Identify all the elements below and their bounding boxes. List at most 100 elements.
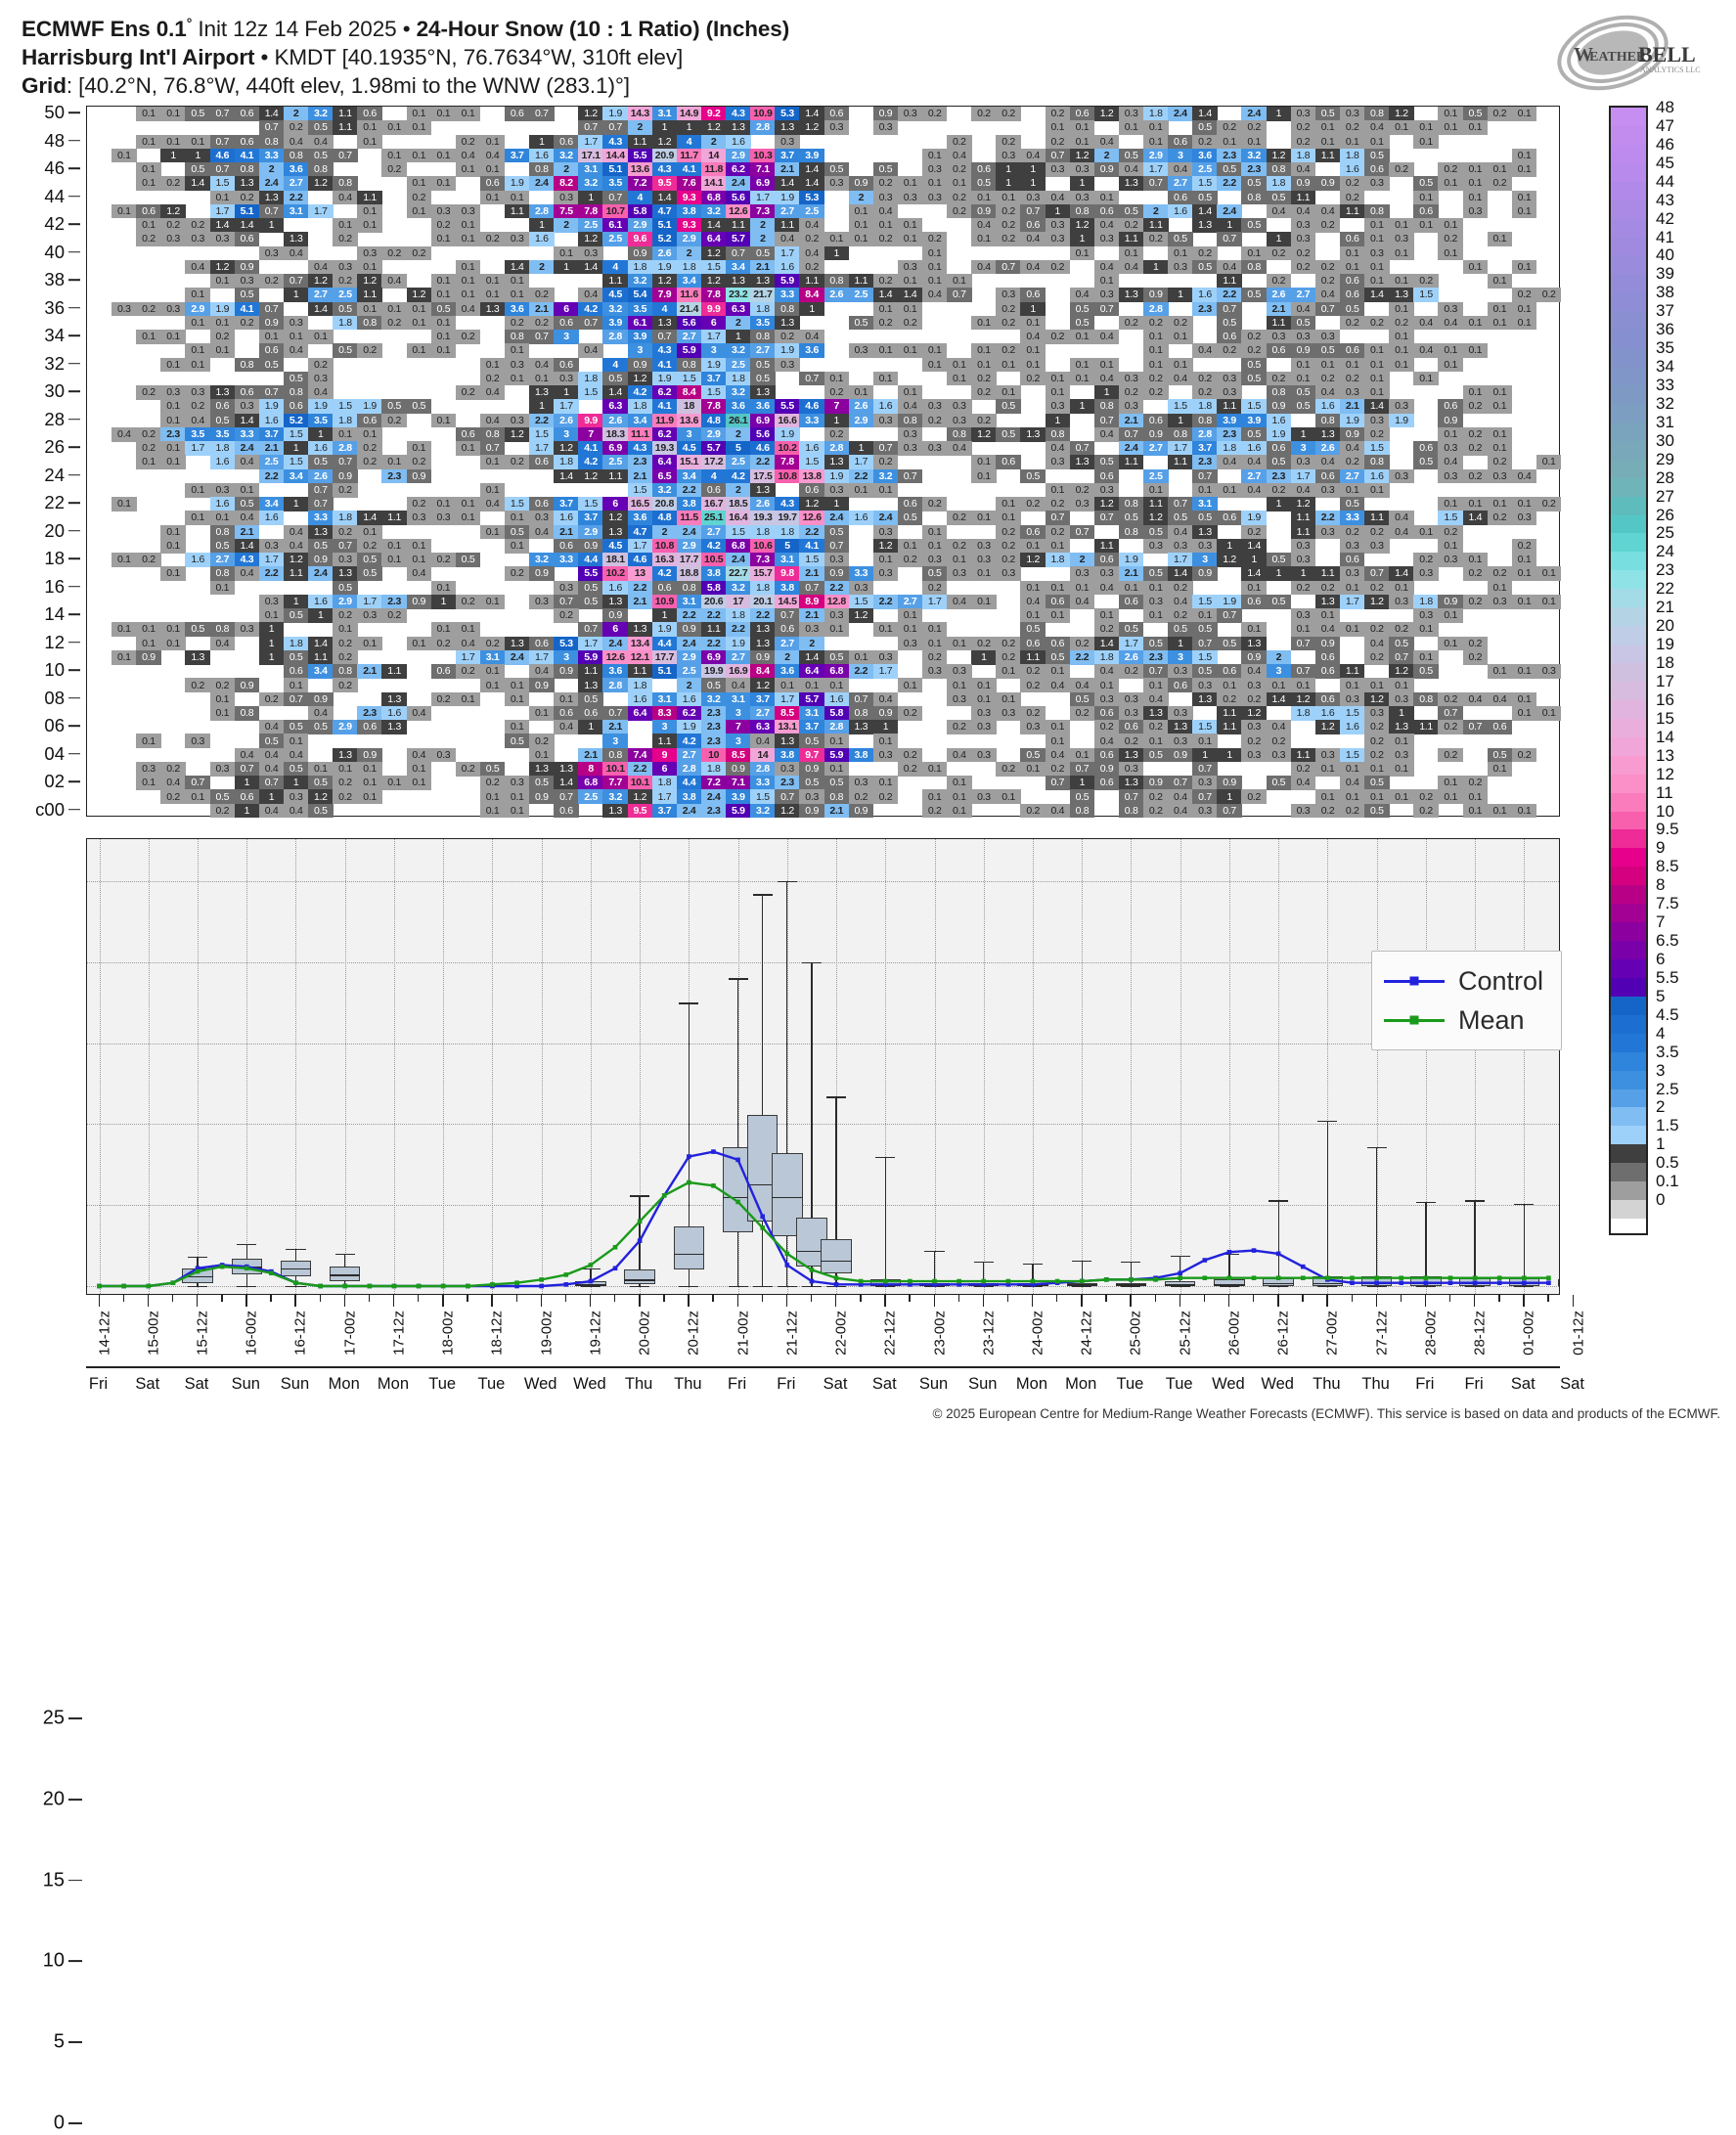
heatmap-cell: 1.1 bbox=[700, 622, 727, 638]
colorbar-tick-label: 6.5 bbox=[1656, 931, 1679, 951]
heatmap-cell: 0.2 bbox=[381, 245, 407, 261]
colorbar-tick-label: 3.5 bbox=[1656, 1042, 1679, 1061]
heatmap-cell: 2.2 bbox=[1069, 649, 1095, 665]
heatmap-cell: 0.2 bbox=[1438, 747, 1463, 763]
heatmap-cell: 0.1 bbox=[1020, 580, 1046, 596]
x-axis-label: 24-12z bbox=[1078, 1311, 1095, 1356]
heatmap-cell: 0.9 bbox=[1168, 747, 1193, 763]
heatmap-cell: 2.3 bbox=[1266, 468, 1292, 484]
heatmap-cell: 0.9 bbox=[872, 705, 899, 721]
heatmap-cell: 0.7 bbox=[258, 203, 285, 219]
heatmap-cell: 0.8 bbox=[947, 426, 972, 442]
heatmap-cell: 0.4 bbox=[1241, 664, 1267, 679]
heatmap-cell: 12.6 bbox=[602, 649, 628, 665]
heatmap-cell: 0.6 bbox=[1413, 441, 1439, 456]
heatmap-cell: 0.9 bbox=[1314, 636, 1341, 651]
heatmap-cell: 0.1 bbox=[921, 789, 948, 805]
heatmap-cell: 0.3 bbox=[1438, 468, 1463, 484]
heatmap-y-tick bbox=[68, 585, 80, 588]
boxplot-gridline-v bbox=[492, 839, 494, 1294]
x-axis-day-label: Mon bbox=[1015, 1375, 1048, 1393]
heatmap-cell: 0.5 bbox=[283, 371, 309, 386]
x-axis-tick bbox=[147, 1295, 150, 1307]
x-axis-tick bbox=[639, 1295, 641, 1307]
heatmap-cell: 1.4 bbox=[185, 176, 210, 191]
heatmap-cell: 0.8 bbox=[1118, 803, 1144, 819]
heatmap-cell: 1.4 bbox=[357, 511, 382, 526]
heatmap-cell: 0.2 bbox=[1020, 705, 1046, 721]
heatmap-cell: 0.7 bbox=[1217, 232, 1242, 246]
ensemble-boxplot-panel[interactable] bbox=[86, 838, 1560, 1295]
heatmap-cell: 2 bbox=[700, 134, 727, 150]
heatmap-cell: 1.4 bbox=[1462, 511, 1489, 526]
heatmap-cell: 1.5 bbox=[333, 399, 358, 414]
heatmap-cell: 0.3 bbox=[996, 705, 1021, 721]
heatmap-cell: 1.8 bbox=[726, 371, 751, 386]
heatmap-cell: 0.2 bbox=[996, 232, 1021, 246]
heatmap-cell: 0.8 bbox=[1093, 399, 1120, 414]
colorbar-tick-label: 36 bbox=[1656, 320, 1674, 339]
heatmap-cell: 1.5 bbox=[504, 497, 530, 512]
heatmap-cell: 0.4 bbox=[1045, 747, 1071, 763]
colorbar-segment bbox=[1611, 626, 1646, 645]
heatmap-y-label: 46 bbox=[44, 157, 65, 179]
heatmap-cell: 0.5 bbox=[283, 649, 309, 665]
heatmap-cell: 0.1 bbox=[111, 148, 137, 163]
heatmap-cell: 0.1 bbox=[1438, 107, 1463, 121]
heatmap-cell: 9.9 bbox=[700, 301, 727, 317]
heatmap-cell: 1.3 bbox=[578, 678, 603, 693]
heatmap-cell: 0.2 bbox=[996, 538, 1021, 554]
heatmap-cell: 5.3 bbox=[775, 107, 800, 121]
boxplot-whisker-cap bbox=[286, 1248, 306, 1251]
heatmap-cell: 0.8 bbox=[1118, 497, 1144, 512]
heatmap-cell: 0.3 bbox=[1290, 538, 1316, 554]
heatmap-cell: 0.4 bbox=[479, 385, 506, 400]
heatmap-cell: 3.8 bbox=[676, 789, 702, 805]
boxplot-whisker-cap bbox=[1465, 1200, 1486, 1202]
heatmap-cell: 0.1 bbox=[455, 441, 481, 456]
heatmap-cell: 0.3 bbox=[1290, 608, 1316, 623]
heatmap-cell: 1.3 bbox=[209, 385, 236, 400]
heatmap-cell: 4.1 bbox=[234, 301, 260, 317]
heatmap-cell: 0.1 bbox=[1438, 218, 1463, 233]
heatmap-cell: 0.5 bbox=[430, 301, 457, 317]
heatmap-cell: 0.2 bbox=[996, 524, 1021, 540]
legend-item-mean[interactable]: Mean bbox=[1384, 1001, 1543, 1040]
heatmap-cell: 1.9 bbox=[1217, 594, 1242, 609]
heatmap-cell: 0.4 bbox=[381, 274, 407, 289]
legend-item-control[interactable]: Control bbox=[1384, 961, 1543, 1001]
heatmap-cell: 1.6 bbox=[258, 413, 285, 428]
heatmap-cell: 5 bbox=[726, 441, 751, 456]
boxplot-whisker-cap bbox=[728, 978, 748, 980]
heatmap-cell: 0.9 bbox=[234, 678, 260, 693]
heatmap-cell: 0.3 bbox=[1143, 594, 1169, 609]
series-marker bbox=[1300, 1275, 1306, 1281]
heatmap-cell: 0.1 bbox=[897, 176, 923, 191]
heatmap-cell: 0.1 bbox=[1487, 315, 1513, 331]
heatmap-cell: 1.4 bbox=[799, 649, 824, 665]
heatmap-cell: 0.1 bbox=[160, 622, 186, 638]
heatmap-cell: 0.7 bbox=[799, 371, 824, 386]
heatmap-cell: 3.9 bbox=[602, 315, 628, 331]
heatmap-cell: 0.2 bbox=[333, 274, 358, 289]
heatmap-cell: 0.7 bbox=[258, 776, 285, 790]
colorbar-segment bbox=[1611, 811, 1646, 831]
boxplot-whisker-cap bbox=[1022, 1286, 1044, 1288]
heatmap-cell: 4.1 bbox=[651, 357, 678, 373]
heatmap-cell: 2.7 bbox=[1241, 468, 1267, 484]
heatmap-cell: 0.5 bbox=[1217, 162, 1242, 177]
heatmap-cell: 0.1 bbox=[1314, 120, 1341, 135]
heatmap-cell: 0.1 bbox=[1241, 622, 1267, 638]
x-axis-label: 26-12z bbox=[1274, 1311, 1292, 1356]
heatmap-cell: 1.6 bbox=[602, 580, 628, 596]
heatmap-cell: 0.2 bbox=[1438, 162, 1463, 177]
ensemble-member-heatmap[interactable]: 0.1 0.1 0.5 0.7 0.6 1.4 2 3.2 1.1 0.6 0.1 0.1 0.1 0.6… bbox=[86, 106, 1562, 819]
heatmap-cell: 1.2 bbox=[1290, 691, 1316, 707]
heatmap-cell: 1.1 bbox=[602, 274, 628, 289]
heatmap-cell: 0.1 bbox=[504, 190, 530, 205]
heatmap-cell: 0.3 bbox=[1118, 399, 1144, 414]
heatmap-cell: 2.3 bbox=[700, 734, 727, 749]
heatmap-cell: 0.3 bbox=[921, 441, 948, 456]
heatmap-cell: 0.8 bbox=[209, 524, 236, 540]
heatmap-cell: 0.7 bbox=[209, 134, 236, 150]
